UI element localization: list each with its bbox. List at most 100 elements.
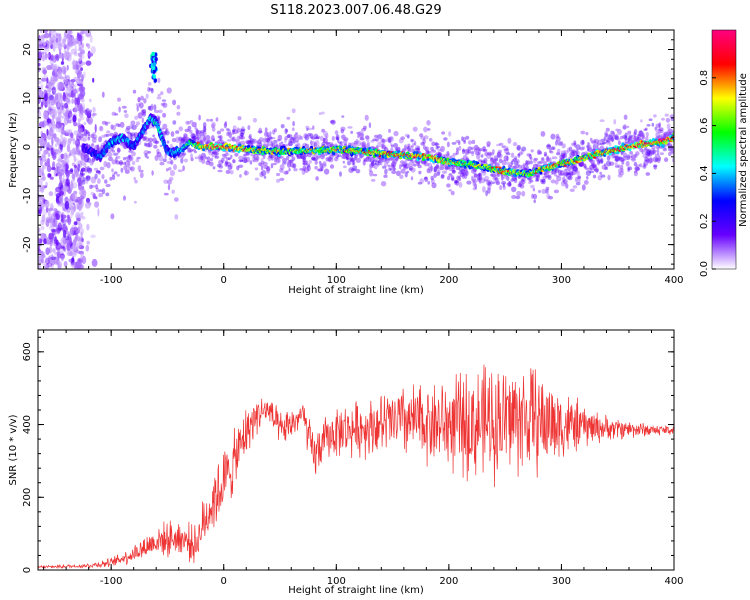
spectrogram-noise-speck xyxy=(60,42,67,48)
spectrogram-halo xyxy=(266,167,270,174)
spectrogram-halo xyxy=(291,108,296,114)
spectrogram-halo xyxy=(302,142,307,146)
spectrogram-noise-speck xyxy=(41,55,45,61)
spectrogram-halo xyxy=(645,127,648,131)
spectrogram-halo xyxy=(625,160,630,167)
spectrogram-halo xyxy=(155,140,160,144)
spectrogram-halo xyxy=(292,121,295,127)
spectrogram-halo xyxy=(293,140,299,144)
spectrogram-halo xyxy=(658,122,662,128)
spectrogram-noise-speck xyxy=(55,173,58,177)
spectrogram-halo xyxy=(331,136,335,141)
spectrogram-halo xyxy=(123,110,128,113)
spectrogram-halo xyxy=(130,120,136,126)
spectrogram-noise-speck xyxy=(62,237,68,245)
spectrogram-halo xyxy=(277,159,281,163)
spectrogram-halo xyxy=(585,131,589,136)
spectrogram-halo xyxy=(237,164,244,168)
spectrogram-noise-speck xyxy=(67,44,73,49)
spectrogram-halo xyxy=(243,170,249,176)
spectrogram-halo xyxy=(92,112,97,116)
spectrogram-halo xyxy=(565,183,569,189)
spectrogram-noise-speck xyxy=(76,97,81,106)
spectrogram-halo xyxy=(322,137,326,143)
spectrogram-noise-speck xyxy=(90,191,95,196)
spectrogram-noise-speck xyxy=(90,176,97,184)
spectrogram-halo xyxy=(113,171,118,175)
spectrogram-noise-speck xyxy=(78,190,85,196)
spectrogram-halo xyxy=(521,146,527,152)
spectrogram-halo xyxy=(270,141,274,147)
spectrogram-halo xyxy=(627,166,633,171)
spectrogram-halo xyxy=(174,214,179,220)
spectrogram-halo xyxy=(180,137,185,142)
spectrogram-noise-speck xyxy=(60,153,65,159)
spectrogram-noise-speck xyxy=(48,225,55,231)
spectrogram-halo xyxy=(271,143,276,148)
spectrogram-halo xyxy=(176,111,181,116)
spectrogram-halo xyxy=(512,142,518,147)
spectrogram-halo xyxy=(249,160,253,165)
spectrogram-halo xyxy=(270,136,276,140)
spectrogram-noise-speck xyxy=(71,79,74,84)
spectrogram-halo xyxy=(117,97,121,102)
spectrogram-halo xyxy=(547,174,552,181)
spectrogram-halo xyxy=(239,174,242,178)
spectrogram-halo xyxy=(306,128,309,131)
spectrogram-halo xyxy=(211,121,216,128)
spectrogram-halo xyxy=(410,176,414,181)
spectrogram-noise-speck xyxy=(85,60,92,66)
spectrogram-noise-speck xyxy=(86,240,90,245)
spectrogram-halo xyxy=(164,130,170,136)
spectrogram-halo xyxy=(317,168,323,172)
spectrogram-halo xyxy=(194,156,199,160)
spectrogram-halo xyxy=(341,115,345,118)
spectrogram-halo xyxy=(85,130,89,135)
spectrogram-halo xyxy=(533,199,536,204)
spectrogram-noise-speck xyxy=(59,54,65,59)
spectrogram-halo xyxy=(223,154,227,159)
spectrogram-noise-speck xyxy=(88,52,94,57)
spectrogram-halo xyxy=(112,173,115,177)
spectrogram-halo xyxy=(164,153,167,159)
spectrogram-halo xyxy=(157,116,160,122)
spectrogram-halo xyxy=(202,122,207,128)
spectrogram-noise-speck xyxy=(57,202,63,207)
spectrogram-noise-speck xyxy=(51,86,57,95)
spectrogram-noise-speck xyxy=(65,97,70,104)
spectrogram-noise-speck xyxy=(73,203,76,212)
spectrogram-noise-speck xyxy=(80,251,84,260)
spectrogram-halo xyxy=(294,137,300,143)
spectrogram-halo xyxy=(400,136,406,140)
spectrogram-halo xyxy=(289,137,295,143)
spectrogram-halo xyxy=(291,156,296,161)
spectrogram-halo xyxy=(588,170,595,174)
spectrogram-halo xyxy=(391,158,396,164)
spectrogram-halo xyxy=(163,192,169,196)
spectrogram-halo xyxy=(232,128,236,133)
spectrogram-halo xyxy=(417,164,422,169)
spectrogram-noise-speck xyxy=(72,140,76,145)
spectrogram-halo xyxy=(264,137,271,142)
spectrogram-halo xyxy=(657,157,661,164)
spectrogram-halo xyxy=(103,133,108,138)
spectrogram-halo xyxy=(159,144,163,148)
spectrogram-halo xyxy=(301,155,304,159)
spectrogram-halo xyxy=(521,179,526,185)
spectrogram-halo xyxy=(471,146,475,150)
spectrogram-halo xyxy=(435,141,438,147)
spectrogram-noise-speck xyxy=(80,151,86,161)
spectrogram-noise-speck xyxy=(74,249,80,254)
spectrogram-noise-speck xyxy=(73,146,79,155)
spectrogram-noise-speck xyxy=(66,81,71,85)
spectrogram-halo xyxy=(302,154,307,160)
spectrogram-halo xyxy=(330,119,336,125)
spectrogram-halo xyxy=(374,138,380,142)
spectrogram-halo xyxy=(304,160,309,163)
spectrogram-halo xyxy=(89,184,93,190)
spectrogram-halo xyxy=(201,158,205,164)
spectrogram-halo xyxy=(214,153,218,158)
spectrogram-halo xyxy=(659,152,665,156)
spectrogram-halo xyxy=(134,200,137,204)
